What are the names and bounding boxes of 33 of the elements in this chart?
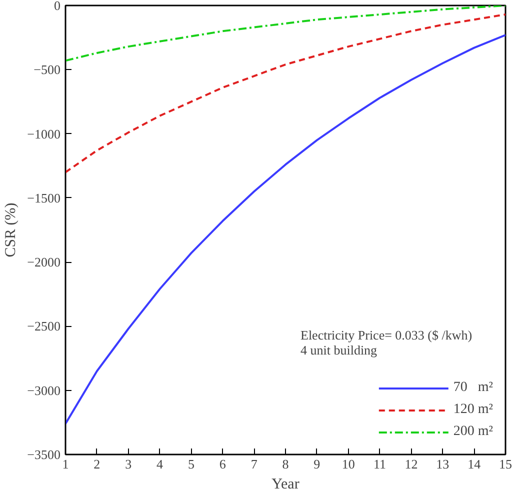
x-tick-label: 1: [62, 456, 69, 472]
x-tick-label: 14: [468, 456, 482, 472]
x-tick-label: 9: [314, 456, 320, 472]
annotation: Electricity Price= 0.033 ($ /kwh): [300, 328, 472, 342]
y-tick-label: −500: [34, 62, 61, 78]
x-tick-label: 7: [250, 456, 258, 472]
y-tick-label: 0: [54, 0, 60, 13]
legend-label: 120 m²: [453, 402, 493, 418]
line-series: [66, 34, 506, 425]
y-tick-label: −1500: [27, 190, 61, 206]
legend-label: 70 m²: [453, 380, 493, 396]
y-axis-title: CSR (%): [3, 202, 20, 258]
annotation: 4 unit building: [300, 342, 378, 358]
y-tick-label: −1000: [27, 126, 61, 142]
x-axis-title: Year: [272, 476, 300, 492]
x-tick-label: 8: [282, 456, 289, 472]
x-tick-label: 10: [342, 456, 355, 472]
x-tick-label: 15: [499, 456, 512, 472]
x-tick-label: 13: [436, 456, 450, 472]
y-tick-label: −3000: [27, 382, 61, 398]
x-tick-label: 6: [219, 456, 226, 472]
y-tick-label: −3500: [27, 447, 61, 462]
x-tick-label: 2: [94, 456, 100, 472]
x-tick-label: 12: [404, 456, 418, 472]
line-series: [66, 6, 506, 62]
line-series: [66, 13, 506, 174]
x-tick-label: 11: [374, 456, 386, 472]
x-tick-label: 4: [156, 456, 164, 472]
y-tick-label: −2500: [27, 318, 61, 334]
legend-label: 200 m²: [453, 424, 493, 440]
x-tick-label: 3: [125, 456, 132, 472]
x-tick-label: 5: [188, 456, 194, 472]
y-tick-label: −2000: [27, 254, 61, 270]
